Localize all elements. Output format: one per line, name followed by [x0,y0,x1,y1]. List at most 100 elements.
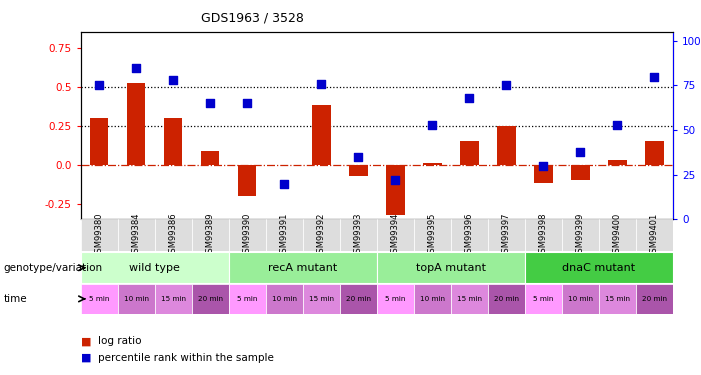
Point [93,82,104,88]
Text: GSM99393: GSM99393 [354,213,363,258]
Point [205,100,216,106]
Text: GSM99399: GSM99399 [576,213,585,258]
Bar [423,163,442,165]
Text: time: time [4,294,27,304]
Point [649,74,660,80]
Text: GSM99384: GSM99384 [132,213,141,258]
Text: dnaC mutant: dnaC mutant [562,263,636,273]
Bar [118,219,155,251]
Bar [266,284,303,314]
Bar [377,284,414,314]
Text: GSM99395: GSM99395 [428,213,437,258]
Text: 15 min: 15 min [457,296,482,302]
Bar [303,219,340,251]
Bar [599,284,636,314]
Point [427,122,438,128]
Bar [562,284,599,314]
Text: log ratio: log ratio [98,336,142,346]
Bar [562,219,599,251]
Text: 5 min: 5 min [237,296,257,302]
Bar [127,84,145,165]
Text: 20 min: 20 min [642,296,667,302]
Bar [81,252,229,283]
Bar [266,219,303,251]
Text: GSM99392: GSM99392 [317,213,326,258]
Point [575,148,586,154]
Bar [386,165,404,214]
Bar [525,252,673,283]
Text: GSM99400: GSM99400 [613,213,622,258]
Bar [599,219,636,251]
Bar [201,151,219,165]
Bar [636,219,673,251]
Text: 15 min: 15 min [605,296,630,302]
Text: 10 min: 10 min [272,296,297,302]
Text: 5 min: 5 min [533,296,554,302]
Bar [229,219,266,251]
Text: 20 min: 20 min [494,296,519,302]
Bar [525,219,562,251]
Bar [118,284,155,314]
Bar [90,118,109,165]
Text: 20 min: 20 min [346,296,371,302]
Bar [191,219,229,251]
Bar [229,284,266,314]
Text: genotype/variation: genotype/variation [4,263,102,273]
Point [278,181,290,187]
Text: GSM99397: GSM99397 [502,213,511,258]
Text: 15 min: 15 min [161,296,186,302]
Point [353,154,364,160]
Bar [451,284,488,314]
Text: GSM99394: GSM99394 [390,213,400,258]
Text: 10 min: 10 min [123,296,149,302]
Bar [340,219,377,251]
Bar [340,284,377,314]
Point [315,81,327,87]
Bar [191,284,229,314]
Point [242,100,253,106]
Bar [608,160,627,165]
Bar [414,284,451,314]
Text: GSM99391: GSM99391 [280,213,289,258]
Bar [155,284,191,314]
Bar [229,252,376,283]
Text: 5 min: 5 min [385,296,405,302]
Bar [488,284,525,314]
Bar [164,118,182,165]
Bar [377,252,525,283]
Text: 15 min: 15 min [308,296,334,302]
Text: wild type: wild type [129,263,180,273]
Bar [81,219,118,251]
Point [464,95,475,101]
Bar [312,105,330,165]
Point [538,163,549,169]
Bar [377,219,414,251]
Bar [303,284,340,314]
Point [501,82,512,88]
Bar [525,284,562,314]
Bar [451,219,488,251]
Bar [571,165,590,180]
Text: GSM99401: GSM99401 [650,213,659,258]
Text: GSM99396: GSM99396 [465,213,474,258]
Text: GSM99398: GSM99398 [539,213,548,258]
Point [390,177,401,183]
Text: GSM99390: GSM99390 [243,213,252,258]
Bar [488,219,525,251]
Text: 5 min: 5 min [89,296,109,302]
Text: recA mutant: recA mutant [268,263,337,273]
Text: ■: ■ [81,336,91,346]
Bar [238,165,257,196]
Bar [81,284,118,314]
Text: ■: ■ [81,353,91,363]
Bar [349,165,367,176]
Text: topA mutant: topA mutant [416,263,486,273]
Text: GSM99386: GSM99386 [169,213,177,258]
Text: GSM99389: GSM99389 [205,213,215,258]
Bar [414,219,451,251]
Bar [645,141,664,165]
Text: percentile rank within the sample: percentile rank within the sample [98,353,274,363]
Text: 10 min: 10 min [568,296,593,302]
Point [168,77,179,83]
Text: GSM99380: GSM99380 [95,213,104,258]
